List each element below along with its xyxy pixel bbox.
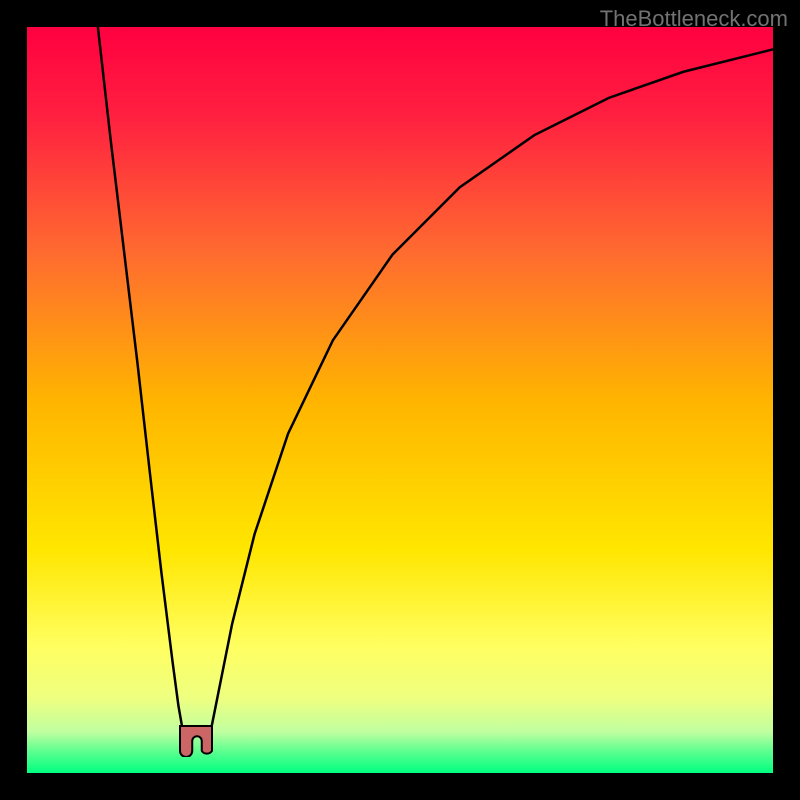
minimum-marker bbox=[179, 725, 213, 757]
curve-left-branch bbox=[98, 27, 184, 736]
curve bbox=[27, 27, 773, 773]
curve-right-branch bbox=[210, 49, 773, 735]
chart-area bbox=[27, 27, 773, 773]
watermark: TheBottleneck.com bbox=[600, 6, 788, 32]
minimum-marker-shape bbox=[180, 726, 212, 757]
